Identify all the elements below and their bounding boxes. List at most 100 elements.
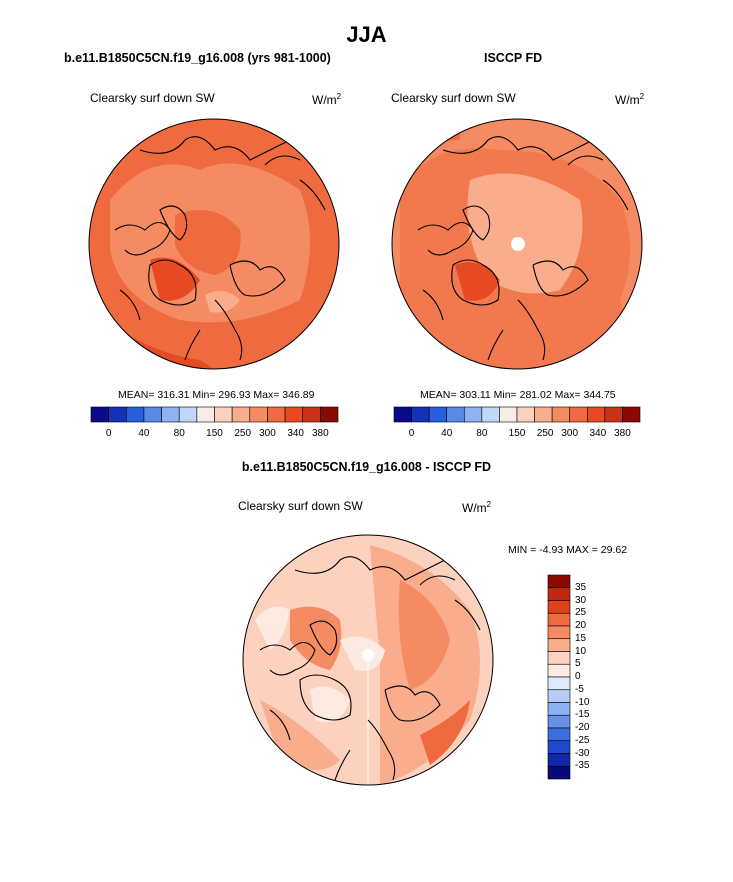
diff-colorbar-tick-label: -20 (575, 722, 590, 733)
panel1-colorbar-tick-label: 380 (312, 428, 329, 439)
panel2-colorbar-tick-label: 250 (536, 428, 554, 439)
panel2-colorbar-box (586, 406, 606, 423)
panel1-colorbar-box (161, 406, 180, 423)
diff-variable: Clearsky surf down SW (238, 499, 363, 513)
panel1-units: W/m2 (312, 92, 342, 107)
panel2-colorbar-box (604, 406, 623, 423)
diff-colorbar-tick-label: 5 (575, 658, 581, 670)
diff-colorbar-box (547, 676, 571, 691)
diff-colorbar-box (547, 625, 571, 640)
diff-colorbar-box (547, 753, 571, 767)
diff-colorbar-box (547, 689, 571, 703)
panel2-colorbar-box (446, 406, 465, 423)
diff-colorbar-tick-label: 20 (575, 620, 587, 631)
panel1-colorbar-box (178, 406, 198, 423)
diff-map-border (242, 534, 494, 786)
panel2-colorbar-box (393, 406, 412, 423)
panel2-subtitle: ISCCP FD (484, 51, 543, 65)
diff-pole-missing (362, 649, 374, 661)
panel2-colorbar-tick-label: 80 (476, 428, 488, 439)
panel2-colorbar-box (428, 406, 448, 423)
panel1-colorbar-box (90, 406, 109, 423)
panel2-stats: MEAN= 303.11 Min= 281.02 Max= 344.75 (420, 389, 616, 401)
panel1-colorbar-tick-label: 150 (206, 428, 223, 439)
diff-colorbar (547, 574, 571, 780)
panel2-colorbar-box (622, 406, 641, 423)
panel2-pole-missing (511, 237, 525, 251)
panel2-colorbar-box (481, 406, 500, 423)
diff-colorbar-tick-label: 15 (575, 632, 587, 644)
panel1-colorbar (90, 406, 339, 423)
panel1-colorbar-tick-label: 0 (105, 428, 112, 439)
panel2-colorbar-tick-label: 380 (614, 428, 631, 439)
diff-colorbar-tick-label: 0 (575, 671, 581, 682)
diff-colorbar-tick-label: 35 (575, 581, 587, 593)
panel2-colorbar (393, 406, 641, 423)
diff-colorbar-tick-label: -30 (575, 747, 590, 759)
diff-units: W/m2 (462, 500, 492, 515)
panel2-variable: Clearsky surf down SW (391, 91, 516, 105)
panel1-colorbar-box (320, 406, 339, 423)
diff-colorbar-tick-label: 25 (575, 607, 587, 619)
panel1-colorbar-box (302, 406, 321, 423)
panel2-colorbar-box (516, 406, 535, 423)
panel1-stats: MEAN= 316.31 Min= 296.93 Max= 346.89 (118, 389, 315, 401)
diff-colorbar-box (547, 765, 571, 780)
diff-colorbar-tick-label: -35 (575, 760, 590, 772)
panel2-coastlines (417, 136, 629, 361)
panel2-map-border (391, 118, 643, 370)
panel2-colorbar-tick-label: 0 (408, 428, 415, 439)
panel1-colorbar-box (249, 406, 268, 423)
panel1-field (89, 119, 339, 369)
panel2-colorbar-box (569, 406, 588, 423)
diff-colorbar-box (547, 600, 571, 614)
panel1-colorbar-tick-label: 340 (287, 428, 304, 439)
panel2-colorbar-tick-label: 340 (589, 428, 607, 439)
panel1-map-border (88, 118, 340, 370)
panel1-colorbar-box (267, 406, 286, 423)
diff-colorbar-box (547, 587, 571, 601)
panel2-colorbar-tick-label: 150 (508, 428, 526, 439)
panel2-colorbar-box (411, 406, 430, 423)
diff-colorbar-box (547, 714, 571, 729)
panel2-colorbar-box (534, 406, 553, 423)
panel1-variable: Clearsky surf down SW (90, 91, 215, 105)
diff-coastlines (259, 556, 481, 781)
panel1-colorbar-box (125, 406, 145, 423)
panel1-colorbar-box (196, 406, 215, 423)
diff-colorbar-tick-label: 30 (575, 594, 587, 606)
diff-title: b.e11.B1850C5CN.f19_g16.008 - ISCCP FD (241, 460, 492, 474)
panel1-colorbar-box (231, 406, 251, 423)
diff-colorbar-box (547, 612, 571, 627)
panel1-coastlines (114, 136, 326, 361)
diff-colorbar-box (547, 651, 571, 665)
panel1-subtitle: b.e11.B1850C5CN.f19_g16.008 (yrs 981-100… (64, 51, 331, 65)
panel2-colorbar-box (551, 406, 571, 423)
diff-colorbar-box (547, 638, 571, 652)
panel1-colorbar-tick-label: 40 (138, 428, 150, 439)
diff-colorbar-box (547, 663, 571, 678)
panel2-colorbar-box (499, 406, 518, 423)
diff-colorbar-tick-label: -15 (575, 709, 590, 721)
diff-colorbar-tick-label: -10 (575, 696, 590, 708)
diff-colorbar-tick-label: -25 (575, 734, 590, 746)
panel1-colorbar-tick-label: 250 (234, 428, 252, 439)
panel1-colorbar-tick-label: 300 (259, 428, 276, 439)
diff-colorbar-tick-label: -5 (575, 683, 584, 695)
diff-colorbar-tick-label: 10 (575, 645, 587, 657)
panel1-colorbar-box (214, 406, 233, 423)
diff-colorbar-box (547, 702, 571, 716)
diff-stats: MIN = -4.93 MAX = 29.62 (508, 544, 628, 556)
panel1-colorbar-box (284, 406, 304, 423)
panel2-colorbar-tick-label: 300 (561, 428, 579, 439)
panel2-units: W/m2 (615, 92, 645, 107)
panel2-colorbar-tick-label: 40 (441, 428, 453, 439)
panel1-colorbar-tick-label: 80 (173, 428, 185, 439)
panel2-colorbar-box (463, 406, 483, 423)
diff-colorbar-box (547, 574, 571, 589)
panel1-colorbar-box (143, 406, 162, 423)
diff-colorbar-box (547, 740, 571, 754)
page-title: JJA (346, 22, 387, 47)
diff-colorbar-box (547, 727, 571, 742)
